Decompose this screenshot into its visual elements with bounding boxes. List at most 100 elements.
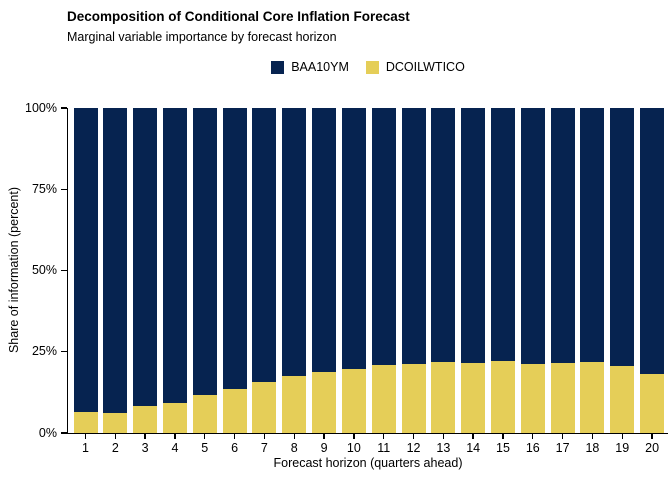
x-tick-label: 4 <box>171 441 179 455</box>
x-tick-mark <box>204 433 206 439</box>
legend-swatch-dcoilwtico <box>365 60 379 74</box>
x-tick-label: 12 <box>406 441 421 455</box>
x-tick-label: 9 <box>320 441 328 455</box>
x-tick-mark <box>621 433 623 439</box>
stacked-bar-h14 <box>461 108 486 433</box>
x-tick-label: 2 <box>111 441 119 455</box>
x-tick-mark <box>561 433 564 439</box>
stacked-bar-h9 <box>312 108 337 433</box>
x-tick-label: 20 <box>645 441 660 455</box>
stacked-bar-h4 <box>162 108 187 433</box>
bar-segment-dcoilwtico <box>162 403 187 433</box>
stacked-bar-h13 <box>431 108 456 433</box>
bar-segment-dcoilwtico <box>550 363 575 433</box>
x-tick-label: 1 <box>82 441 89 455</box>
stacked-bar-h7 <box>252 108 277 433</box>
y-tick-label: 75% <box>31 181 57 196</box>
bar-segment-baa10ym <box>162 108 187 404</box>
stacked-bar-h12 <box>401 108 426 433</box>
stacked-bar-h1 <box>73 108 98 433</box>
x-tick-mark <box>412 433 415 439</box>
x-tick-mark <box>84 433 87 439</box>
bar-segment-dcoilwtico <box>401 364 426 433</box>
chart-subtitle: Marginal variable importance by forecast… <box>67 30 337 44</box>
bar-segment-baa10ym <box>282 108 307 377</box>
plot-panel: 0% 25% 50% 75% 100% 1 2 3 4 5 6 7 8 9 10 11 12 13 14 15 16 17… <box>25 101 668 455</box>
y-tick-mark <box>61 432 67 434</box>
bar-segment-baa10ym <box>431 108 456 363</box>
x-tick-mark <box>532 433 534 439</box>
legend-item-dcoilwtico: DCOILWTICO <box>365 60 465 74</box>
bar-segment-baa10ym <box>550 108 575 364</box>
x-tick-mark <box>502 433 504 439</box>
legend: BAA10YM DCOILWTICO <box>68 60 668 74</box>
bar-segment-dcoilwtico <box>640 373 665 433</box>
stacked-bar-h11 <box>371 108 396 433</box>
stacked-bar-h15 <box>490 108 515 433</box>
x-tick-label: 11 <box>377 441 391 455</box>
x-tick-label: 17 <box>555 441 570 455</box>
x-tick-mark <box>591 433 594 439</box>
bar-segment-baa10ym <box>252 108 277 383</box>
stacked-bar-h10 <box>341 108 366 433</box>
legend-label-dcoilwtico: DCOILWTICO <box>385 60 465 74</box>
stacked-bar-h5 <box>192 108 217 433</box>
bar-segment-baa10ym <box>192 108 217 396</box>
y-tick-mark <box>61 351 67 353</box>
bar-segment-baa10ym <box>610 108 635 367</box>
y-axis-line <box>67 108 69 434</box>
stacked-bar-h18 <box>580 108 605 433</box>
bar-segment-baa10ym <box>312 108 337 372</box>
bar-segment-baa10ym <box>580 108 605 363</box>
x-tick-mark <box>472 433 474 439</box>
y-tick-label: 100% <box>25 100 57 115</box>
bar-segment-dcoilwtico <box>580 362 605 433</box>
x-tick-mark <box>353 433 355 439</box>
x-tick-mark <box>174 433 176 439</box>
stacked-bar-h2 <box>103 108 128 433</box>
x-tick-label: 8 <box>290 441 298 455</box>
x-tick-label: 10 <box>346 441 361 455</box>
y-tick-label: 50% <box>31 263 57 277</box>
x-tick-label: 15 <box>496 441 510 455</box>
bar-segment-dcoilwtico <box>73 411 98 433</box>
x-tick-label: 3 <box>141 441 149 455</box>
x-axis-line <box>67 433 668 435</box>
x-tick-label: 5 <box>201 441 209 455</box>
bar-segment-baa10ym <box>640 108 665 374</box>
y-tick-label: 25% <box>31 344 57 359</box>
legend-label-baa10ym: BAA10YM <box>291 60 349 74</box>
bar-segment-dcoilwtico <box>133 405 158 433</box>
x-tick-label: 13 <box>436 441 451 455</box>
x-tick-mark <box>144 433 146 439</box>
bar-segment-baa10ym <box>341 108 366 369</box>
x-tick-mark <box>114 433 116 439</box>
bar-segment-dcoilwtico <box>431 362 456 433</box>
bar-segment-dcoilwtico <box>341 368 366 433</box>
bar-segment-baa10ym <box>520 108 545 365</box>
x-tick-mark <box>651 433 653 439</box>
x-tick-label: 19 <box>615 441 630 455</box>
legend-swatch-baa10ym <box>271 60 285 74</box>
x-tick-mark <box>383 433 385 439</box>
bar-segment-baa10ym <box>371 108 396 366</box>
stacked-bar-h20 <box>640 108 665 433</box>
bar-segment-baa10ym <box>461 108 486 363</box>
bar-segment-baa10ym <box>401 108 426 365</box>
y-tick-mark <box>61 107 67 109</box>
x-tick-mark <box>233 433 236 439</box>
bar-segment-dcoilwtico <box>312 371 337 433</box>
bar-segment-dcoilwtico <box>192 395 217 433</box>
stacked-bar-h17 <box>550 108 575 433</box>
bar-segment-dcoilwtico <box>282 376 307 433</box>
bar-segment-dcoilwtico <box>371 365 396 433</box>
bar-segment-dcoilwtico <box>461 362 486 433</box>
legend-item-baa10ym: BAA10YM <box>271 60 349 74</box>
y-tick-label: 0% <box>38 425 57 440</box>
y-tick-mark <box>61 188 67 190</box>
bar-segment-dcoilwtico <box>103 412 128 433</box>
bar-segment-dcoilwtico <box>222 389 247 433</box>
x-tick-label: 7 <box>260 441 268 455</box>
y-tick-mark <box>61 269 67 272</box>
